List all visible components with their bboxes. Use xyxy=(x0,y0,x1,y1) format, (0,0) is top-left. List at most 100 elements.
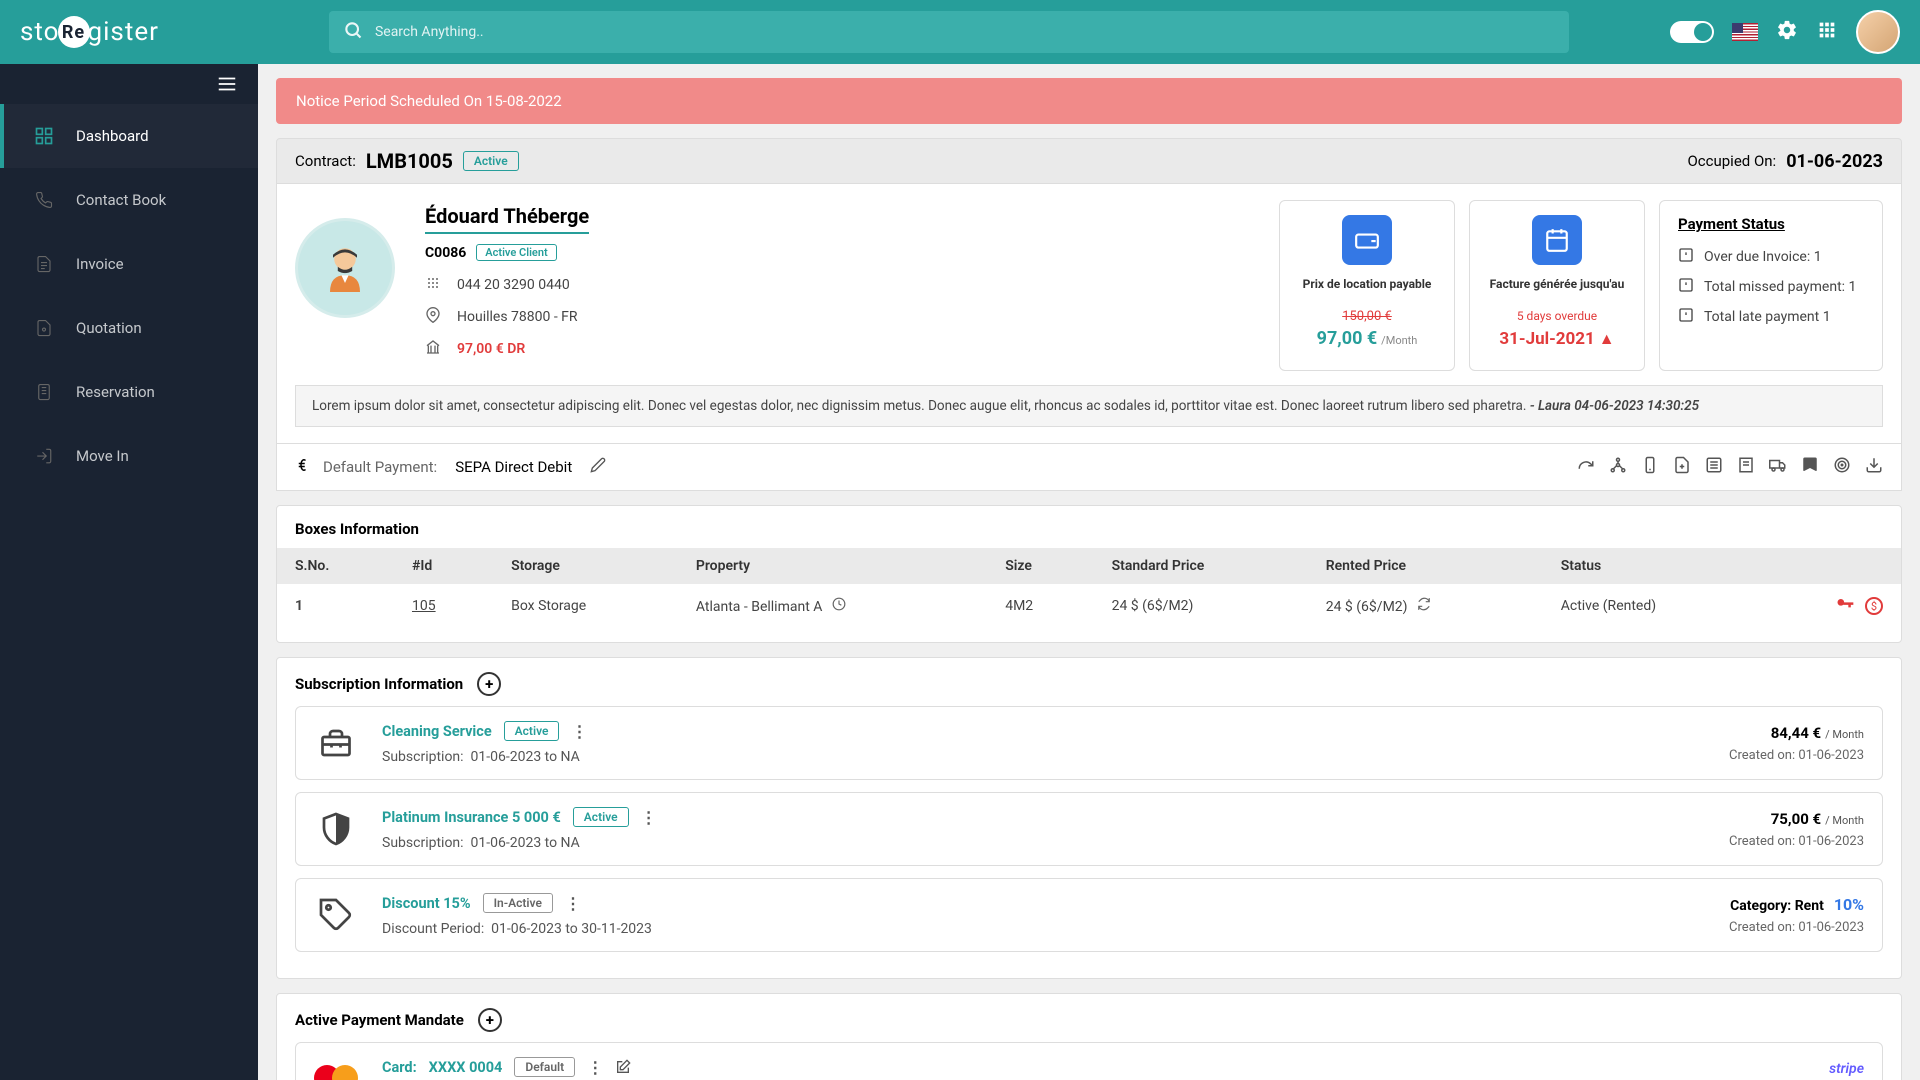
phone-icon xyxy=(34,190,54,210)
mandate-item: Card: XXXX 0004 Default ⋮ Expiry: 10/22 … xyxy=(295,1042,1883,1080)
default-payment-value: SEPA Direct Debit xyxy=(455,458,572,476)
theme-toggle[interactable] xyxy=(1670,21,1714,43)
alert-icon xyxy=(1678,247,1694,267)
nav-invoice[interactable]: Invoice xyxy=(0,232,258,296)
refresh-icon[interactable] xyxy=(1417,599,1431,615)
sub-period: 01-06-2023 to NA xyxy=(471,835,580,851)
stripe-label: stripe xyxy=(1729,1061,1864,1077)
occupied-label: Occupied On: xyxy=(1687,152,1776,170)
add-mandate-button[interactable]: + xyxy=(478,1008,502,1032)
th: Standard Price xyxy=(1094,548,1308,584)
location-icon xyxy=(425,307,443,327)
edit-icon[interactable] xyxy=(590,457,606,477)
default-payment-row: Default Payment: SEPA Direct Debit xyxy=(276,444,1902,491)
payment-status-title: Payment Status xyxy=(1678,215,1864,233)
mandate-section: Active Payment Mandate + Card: XXXX 0004… xyxy=(276,993,1902,1080)
more-icon[interactable]: ⋮ xyxy=(641,808,657,827)
topbar: sto Re gister xyxy=(0,0,1920,64)
alert-icon xyxy=(1678,277,1694,297)
sub-status-badge: In-Active xyxy=(483,893,553,913)
device-icon[interactable] xyxy=(1641,456,1659,478)
apps-icon[interactable] xyxy=(1816,19,1838,45)
boxes-section: Boxes Information S.No. #Id Storage Prop… xyxy=(276,505,1902,643)
default-payment-label: Default Payment: xyxy=(323,458,437,476)
main-content: Notice Period Scheduled On 15-08-2022 Co… xyxy=(258,64,1920,1080)
sub-status-badge: Active xyxy=(573,807,629,827)
more-icon[interactable]: ⋮ xyxy=(571,722,587,741)
action-icons xyxy=(1577,456,1883,478)
settings-icon[interactable] xyxy=(1776,19,1798,45)
logo-text-post: gister xyxy=(88,17,159,47)
search-box[interactable] xyxy=(329,11,1569,53)
receipt-icon[interactable] xyxy=(1737,456,1755,478)
boxes-table: S.No. #Id Storage Property Size Standard… xyxy=(277,548,1901,628)
nav-move-in[interactable]: Move In xyxy=(0,424,258,488)
nav-quotation[interactable]: Quotation xyxy=(0,296,258,360)
metric-old-price: 150,00 € xyxy=(1298,309,1436,324)
truck-icon[interactable] xyxy=(1769,456,1787,478)
wallet-icon xyxy=(1342,215,1392,265)
card-label: Card: xyxy=(382,1059,417,1076)
profile-avatar[interactable] xyxy=(1856,10,1900,54)
target-icon[interactable] xyxy=(1833,456,1851,478)
euro-icon xyxy=(295,456,313,478)
sub-name: Cleaning Service xyxy=(382,723,492,740)
default-badge: Default xyxy=(514,1057,575,1077)
tag-icon xyxy=(314,893,358,937)
search-input[interactable] xyxy=(375,24,1555,40)
contract-label: Contract: xyxy=(295,152,356,170)
redo-icon[interactable] xyxy=(1577,456,1595,478)
client-avatar-icon xyxy=(295,218,395,318)
sub-unit: / Month xyxy=(1825,728,1864,741)
bank-icon xyxy=(425,339,443,359)
discount-percent: 10% xyxy=(1834,895,1864,914)
sub-label: Discount Period: xyxy=(382,921,484,937)
discount-category: Category: Rent xyxy=(1730,898,1824,914)
nav-contact-book[interactable]: Contact Book xyxy=(0,168,258,232)
list-icon[interactable] xyxy=(1705,456,1723,478)
subscription-section: Subscription Information + Cleaning Serv… xyxy=(276,657,1902,979)
add-subscription-button[interactable]: + xyxy=(477,672,501,696)
file-plus-icon[interactable] xyxy=(1673,456,1691,478)
metric-overdue: 5 days overdue xyxy=(1488,309,1626,323)
calendar-icon xyxy=(1532,215,1582,265)
currency-icon[interactable]: $ xyxy=(1865,597,1883,615)
client-id: C0086 xyxy=(425,245,466,261)
table-row: 1 105 Box Storage Atlanta - Bellimant A … xyxy=(277,584,1901,628)
sub-price: 84,44 € xyxy=(1771,724,1821,742)
nav-reservation[interactable]: Reservation xyxy=(0,360,258,424)
book-icon[interactable] xyxy=(1801,456,1819,478)
sub-name: Discount 15% xyxy=(382,895,471,912)
th: Status xyxy=(1543,548,1762,584)
td-sno: 1 xyxy=(277,584,394,628)
more-icon[interactable]: ⋮ xyxy=(565,894,581,913)
contract-header: Contract: LMB1005 Active Occupied On: 01… xyxy=(276,138,1902,184)
key-icon[interactable] xyxy=(1835,594,1855,618)
nav-dashboard[interactable]: Dashboard xyxy=(0,104,258,168)
th: Storage xyxy=(493,548,678,584)
sub-status-badge: Active xyxy=(504,721,560,741)
payment-status-card: Payment Status Over due Invoice: 1 Total… xyxy=(1659,200,1883,371)
network-icon[interactable] xyxy=(1609,456,1627,478)
download-icon[interactable] xyxy=(1865,456,1883,478)
td-status: Active (Rented) xyxy=(1543,584,1762,628)
td-storage: Box Storage xyxy=(493,584,678,628)
dashboard-icon xyxy=(34,126,54,146)
more-icon[interactable]: ⋮ xyxy=(587,1058,603,1077)
sidebar-toggle[interactable] xyxy=(0,64,258,104)
subscription-item: Platinum Insurance 5 000 € Active ⋮ Subs… xyxy=(295,792,1883,866)
td-size: 4M2 xyxy=(987,584,1093,628)
reservation-icon xyxy=(34,382,54,402)
client-phone: 044 20 3290 0440 xyxy=(457,277,570,293)
client-name: Édouard Théberge xyxy=(425,204,589,234)
payment-status-row: Total missed payment: 1 xyxy=(1704,279,1856,295)
box-id-link[interactable]: 105 xyxy=(412,598,436,614)
edit-external-icon[interactable] xyxy=(615,1059,631,1075)
locale-flag-icon[interactable] xyxy=(1732,23,1758,41)
rent-metric-card: Prix de location payable 150,00 € 97,00 … xyxy=(1279,200,1455,371)
sub-period: 01-06-2023 to 30-11-2023 xyxy=(491,921,652,937)
occupied-date: 01-06-2023 xyxy=(1786,151,1883,172)
clock-icon[interactable] xyxy=(832,599,846,615)
td-rented-price: 24 $ (6$/M2) xyxy=(1326,599,1408,615)
td-property: Atlanta - Bellimant A xyxy=(696,599,823,615)
